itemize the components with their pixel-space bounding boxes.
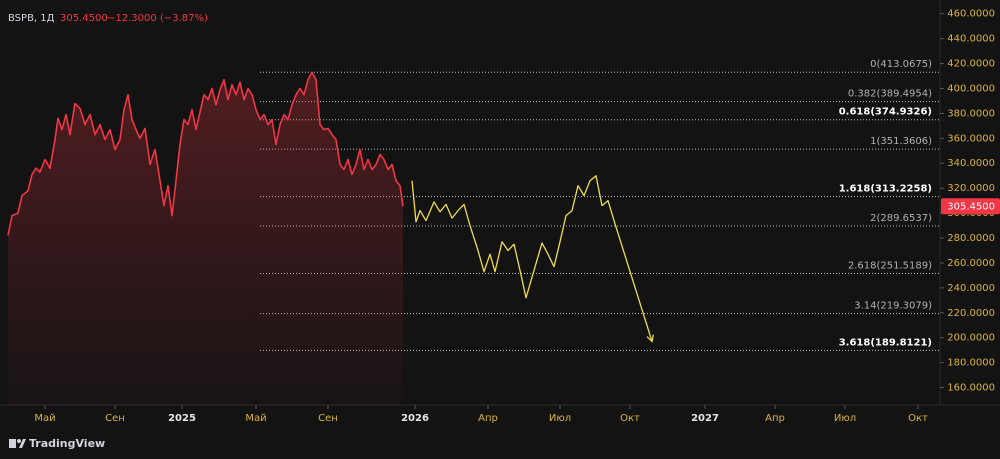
y-tick-label: 420.0000 — [947, 59, 995, 70]
fib-label: 1.618(313.2258) — [839, 184, 932, 195]
fib-label: 2(289.6537) — [870, 213, 932, 224]
x-tick-label: Июл — [834, 413, 856, 424]
price-change: −12.3000 (−3.87%) — [107, 13, 208, 24]
x-tick-label: Сен — [318, 413, 338, 424]
y-tick-label: 320.0000 — [947, 183, 995, 194]
x-tick-label: Апр — [765, 413, 785, 424]
fib-label: 0.382(389.4954) — [848, 89, 932, 100]
logo-text: TradingView — [29, 437, 105, 450]
forecast-line — [411, 175, 653, 342]
x-tick-label: Окт — [620, 413, 640, 424]
price-tag-label: 305.4500 — [947, 201, 995, 212]
last-price: 305.4500 — [60, 13, 108, 24]
fib-label: 2.618(251.5189) — [848, 261, 932, 272]
y-tick-label: 400.0000 — [947, 83, 995, 94]
fib-label: 3.14(219.3079) — [854, 301, 932, 312]
arrow-head — [646, 334, 654, 343]
y-tick-label: 440.0000 — [947, 34, 995, 45]
fib-label: 3.618(189.8121) — [839, 337, 932, 348]
x-tick-label: Окт — [908, 413, 928, 424]
y-tick-label: 340.0000 — [947, 158, 995, 169]
fib-label: 1(351.3606) — [870, 136, 932, 147]
x-tick-label: Июл — [549, 413, 571, 424]
logo: TradingView — [9, 437, 105, 450]
logo-mark — [17, 439, 21, 443]
y-tick-label: 360.0000 — [947, 133, 995, 144]
y-tick-label: 180.0000 — [947, 358, 995, 369]
y-tick-label: 240.0000 — [947, 283, 995, 294]
x-tick-label: 2025 — [168, 413, 196, 424]
fib-label: 0(413.0675) — [870, 59, 932, 70]
x-tick-label: Апр — [478, 413, 498, 424]
logo-mark — [9, 439, 16, 448]
price-area — [8, 72, 403, 406]
x-tick-label: Май — [34, 413, 55, 424]
y-tick-label: 220.0000 — [947, 308, 995, 319]
logo-mark — [19, 439, 26, 448]
y-tick-label: 460.0000 — [947, 9, 995, 20]
y-tick-label: 380.0000 — [947, 108, 995, 119]
x-tick-label: 2026 — [401, 413, 429, 424]
price-tag — [941, 198, 1000, 215]
x-tick-label: 2027 — [691, 413, 719, 424]
y-tick-label: 260.0000 — [947, 258, 995, 269]
y-tick-label: 160.0000 — [947, 383, 995, 394]
y-tick-label: 200.0000 — [947, 333, 995, 344]
y-tick-label: 280.0000 — [947, 233, 995, 244]
symbol: BSPB, 1Д — [8, 13, 55, 24]
plot: 160.0000 180.0000 200.0000 220.0000 240.0000… — [7, 9, 995, 424]
fib-label: 0.618(374.9326) — [839, 107, 932, 118]
price-line — [7, 71, 404, 236]
x-tick-label: Май — [245, 413, 266, 424]
x-tick-label: Сен — [105, 413, 125, 424]
